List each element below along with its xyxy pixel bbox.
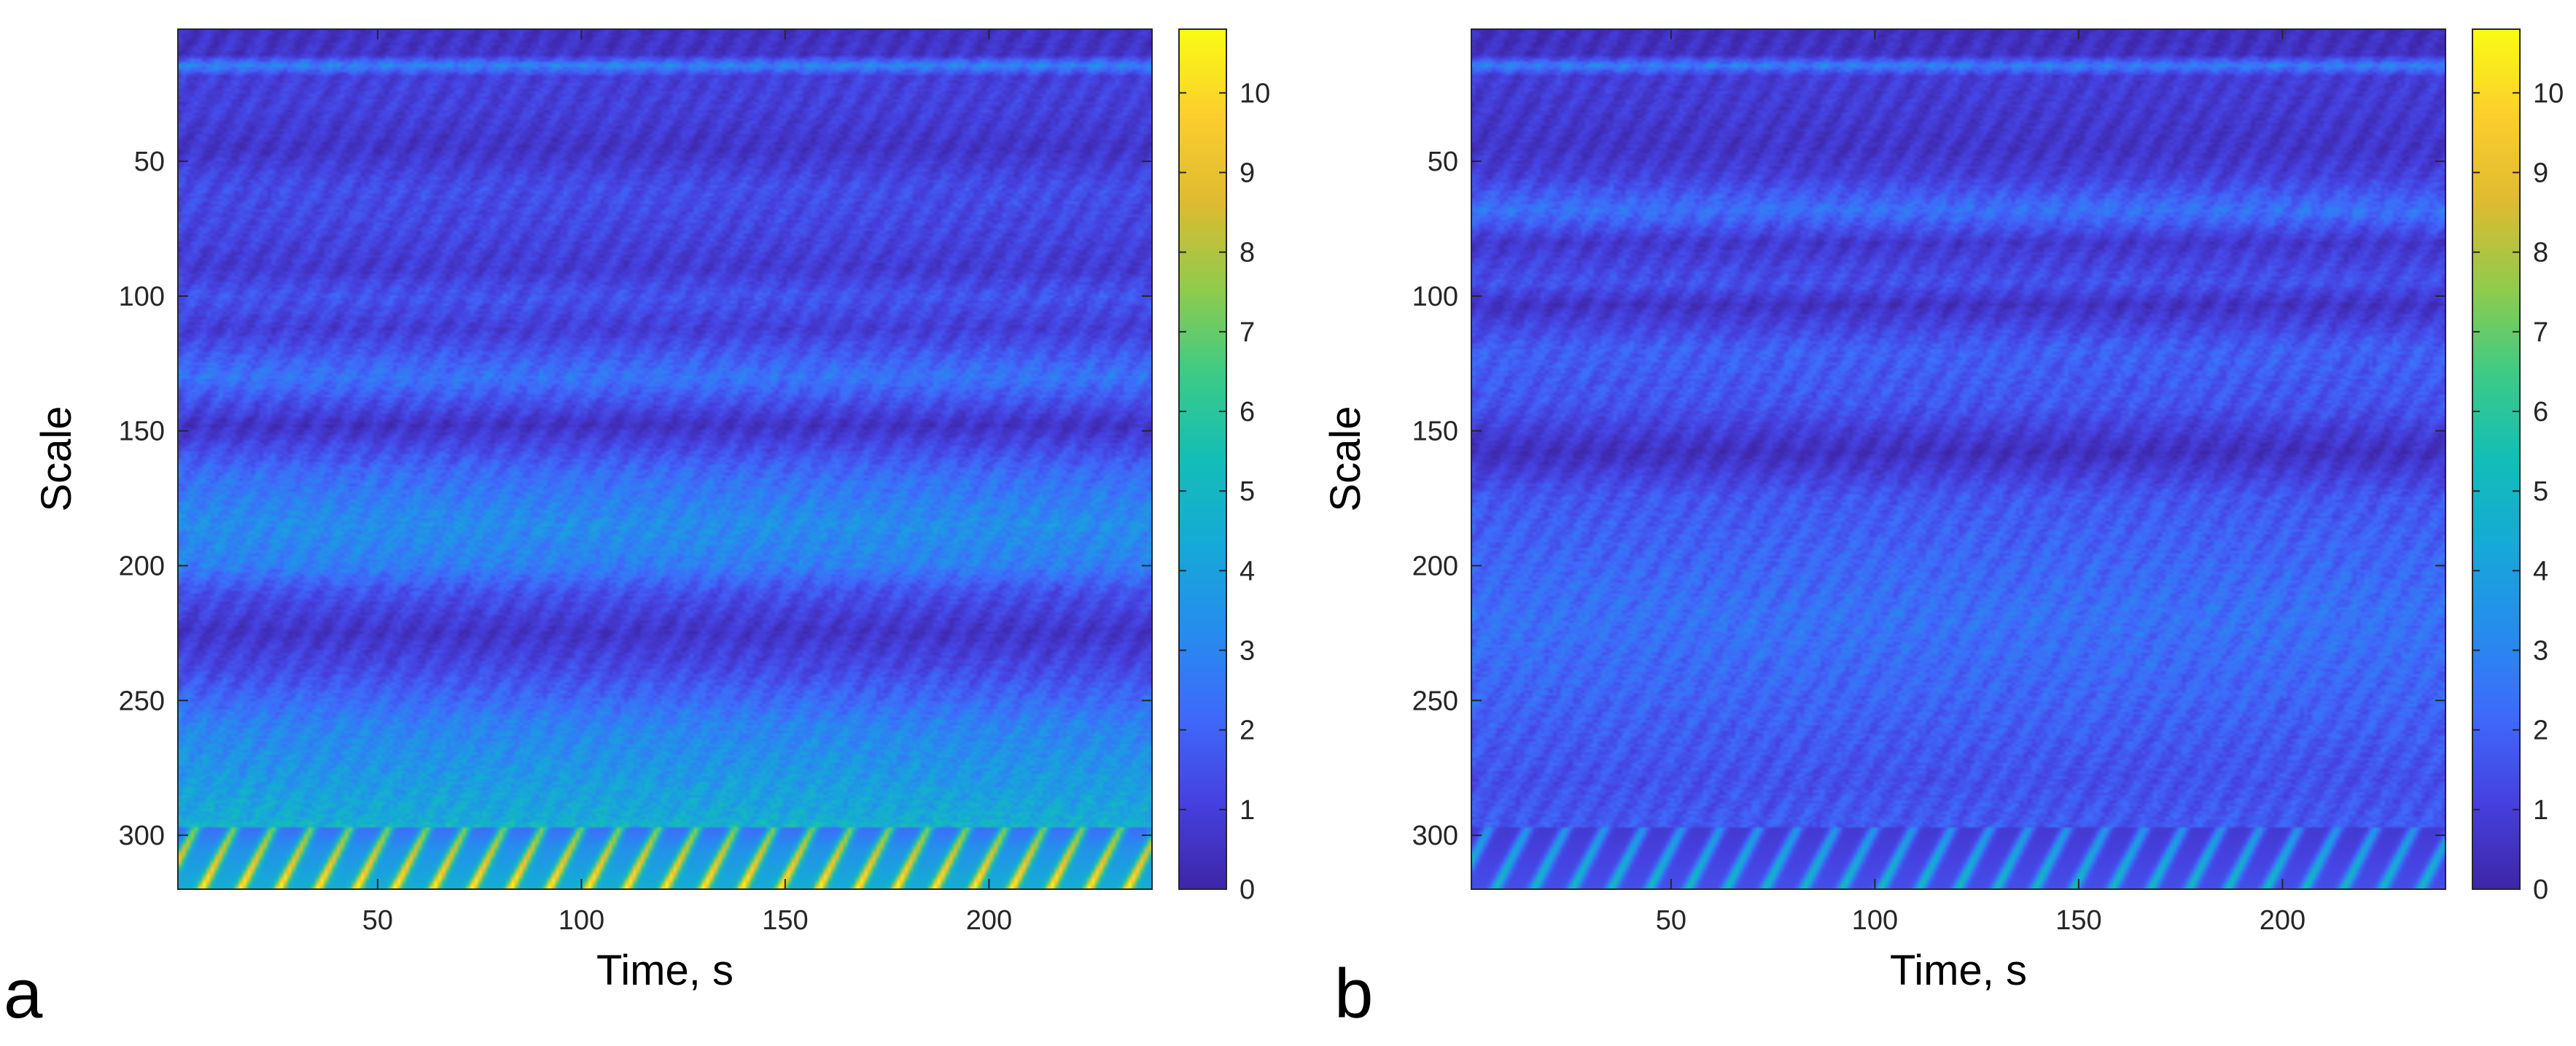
colorbar-tick-label: 9	[2533, 158, 2548, 189]
plot-frame-a	[177, 28, 1153, 890]
x-tick-label: 50	[1656, 905, 1686, 936]
colorbar-tick-label: 6	[1240, 397, 1255, 427]
colorbar-b	[2472, 29, 2520, 889]
x-axis-label-b: Time, s	[1890, 947, 2027, 994]
y-tick-label: 250	[119, 686, 165, 716]
colorbar-tick-label: 6	[2533, 397, 2548, 427]
colorbar-tick-label: 7	[2533, 317, 2548, 348]
colorbar-tick-label: 5	[1240, 476, 1255, 507]
colorbar-a	[1179, 29, 1226, 889]
colorbar-tick-label: 9	[1240, 158, 1255, 189]
panel-letter-a: a	[4, 955, 43, 1033]
colorbar-frame-a	[1178, 28, 1227, 890]
y-tick-label: 200	[1412, 551, 1458, 581]
colorbar-tick-label: 10	[1240, 78, 1270, 109]
panel-letter-b: b	[1334, 955, 1373, 1033]
y-tick-label: 150	[119, 417, 165, 447]
x-ticks-b: 50 100 150 200	[1656, 29, 2305, 936]
y-axis-label-a: Scale	[33, 406, 80, 511]
colorbar-frame-b	[2472, 28, 2521, 890]
colorbar-tick-label: 3	[1240, 636, 1255, 667]
x-tick-label: 200	[966, 905, 1012, 936]
y-ticks-a: 50 100 150 200 250 300	[119, 147, 1152, 851]
colorbar-tick-label: 1	[2533, 795, 2548, 826]
y-axis-label-b: Scale	[1322, 406, 1369, 511]
colorbar-ticks-b: 0 1 2 3 4 5 6 7 8 9 10	[2472, 78, 2564, 905]
colorbar-tick-label: 5	[2533, 476, 2548, 507]
y-tick-label: 300	[1412, 821, 1458, 851]
x-ticks-a: 50 100 150 200	[362, 29, 1012, 936]
x-tick-label: 50	[362, 905, 393, 936]
colorbar-tick-label: 3	[2533, 636, 2548, 667]
colorbar-tick-label: 10	[2533, 78, 2564, 109]
heatmap-b	[1471, 29, 2445, 889]
colorbar-tick-label: 8	[2533, 238, 2548, 268]
colorbar-tick-label: 0	[2533, 875, 2548, 905]
y-tick-label: 50	[134, 147, 165, 177]
y-tick-label: 150	[1412, 417, 1458, 447]
x-axis-label-a: Time, s	[596, 947, 734, 994]
x-tick-label: 100	[1852, 905, 1898, 936]
colorbar-tick-label: 4	[1240, 556, 1255, 586]
colorbar-tick-label: 1	[1240, 795, 1255, 826]
y-tick-label: 300	[119, 821, 165, 851]
colorbar-tick-label: 2	[2533, 716, 2548, 746]
colorbar-ticks-a: 0 1 2 3 4 5 6 7 8 9 10	[1179, 78, 1270, 905]
colorbar-tick-label: 7	[1240, 317, 1255, 348]
x-tick-label: 100	[559, 905, 604, 936]
heatmap-a	[178, 29, 1152, 889]
y-tick-label: 50	[1428, 147, 1458, 177]
y-tick-label: 200	[119, 551, 165, 581]
y-tick-label: 100	[119, 282, 165, 312]
y-tick-label: 250	[1412, 686, 1458, 716]
plot-frame-b	[1471, 28, 2446, 890]
x-tick-label: 150	[2055, 905, 2101, 936]
colorbar-tick-label: 2	[1240, 716, 1255, 746]
colorbar-tick-label: 4	[2533, 556, 2548, 586]
y-ticks-b: 50 100 150 200 250 300	[1412, 147, 2445, 851]
x-tick-label: 200	[2260, 905, 2305, 936]
colorbar-tick-label: 8	[1240, 238, 1255, 268]
x-tick-label: 150	[762, 905, 808, 936]
colorbar-tick-label: 0	[1240, 875, 1255, 905]
y-tick-label: 100	[1412, 282, 1458, 312]
